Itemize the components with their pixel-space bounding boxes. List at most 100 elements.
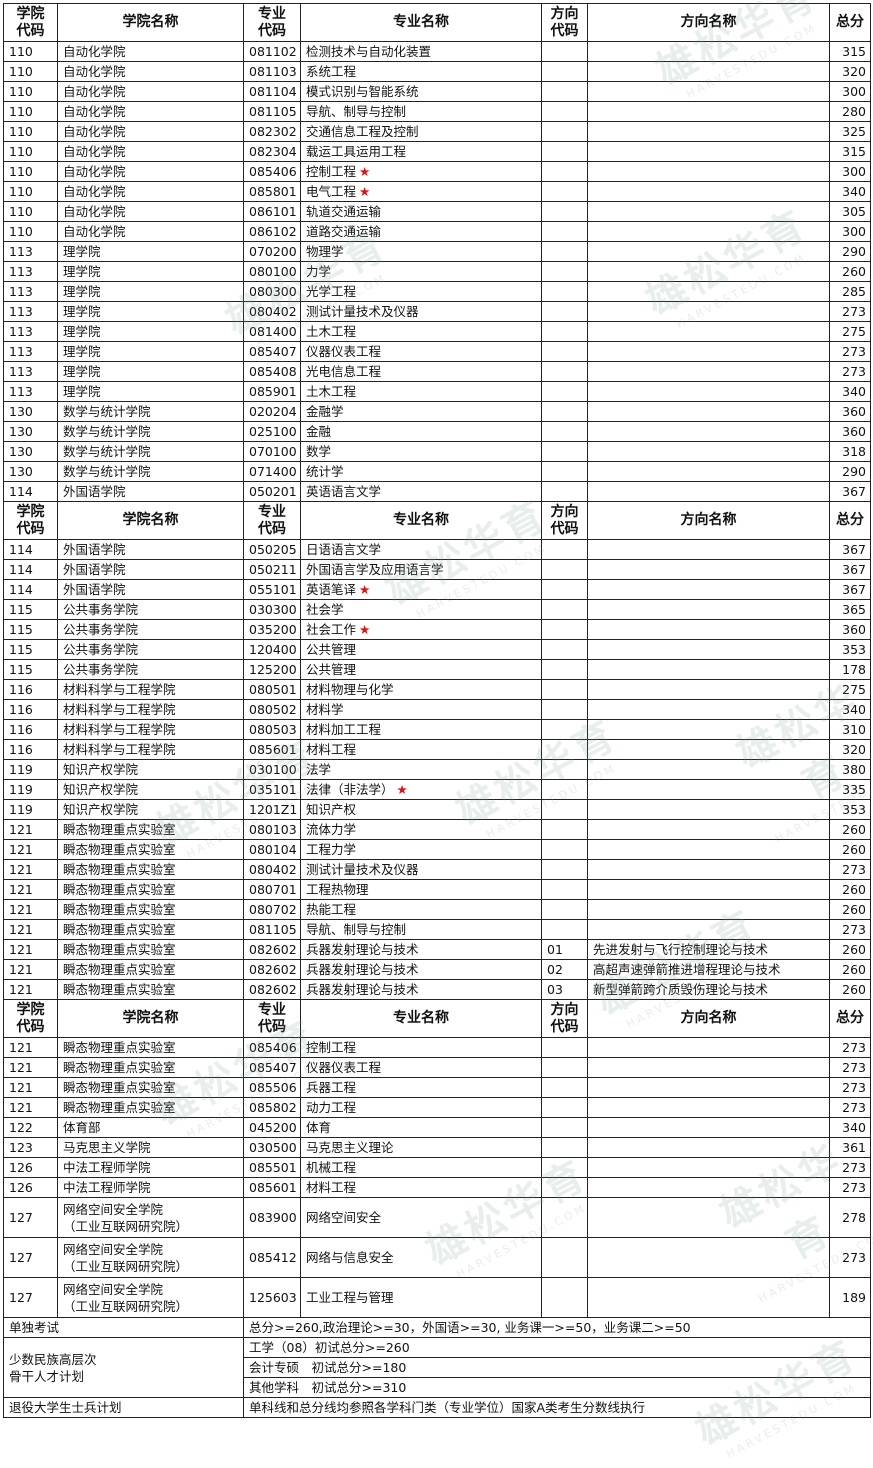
major-name: 力学 bbox=[300, 261, 542, 282]
data-row: 115 公共事务学院 030300 社会学 365 bbox=[3, 599, 871, 620]
direction-code bbox=[541, 401, 588, 422]
direction-code bbox=[541, 639, 588, 660]
note-text: 会计专硕 初试总分>=180 bbox=[243, 1357, 871, 1378]
table-wrap: 学院 代码 学院名称 专业 代码 专业名称 方向 代码 方向名称 总分 110 自动化学院 081… bbox=[3, 3, 871, 1418]
direction-code bbox=[541, 619, 588, 640]
major-name: 马克思主义理论 bbox=[300, 1137, 542, 1158]
school-code: 110 bbox=[3, 201, 58, 222]
major-name: 检测技术与自动化装置 bbox=[300, 41, 542, 62]
school-code: 114 bbox=[3, 539, 58, 560]
major-code: 080503 bbox=[243, 719, 301, 740]
data-row: 121 瞬态物理重点实验室 080402 测试计量技术及仪器 273 bbox=[3, 859, 871, 880]
score: 285 bbox=[829, 281, 871, 302]
data-row: 110 自动化学院 081102 检测技术与自动化装置 315 bbox=[3, 41, 871, 62]
score: 260 bbox=[829, 979, 871, 1000]
score: 275 bbox=[829, 679, 871, 700]
school-name: 公共事务学院 bbox=[57, 619, 244, 640]
school-name: 外国语学院 bbox=[57, 559, 244, 580]
header-row: 学院 代码 学院名称 专业 代码 专业名称 方向 代码 方向名称 总分 bbox=[3, 3, 871, 42]
score: 360 bbox=[829, 401, 871, 422]
major-name: 法学 bbox=[300, 759, 542, 780]
major-name: 英语笔译 ★ bbox=[300, 579, 542, 600]
direction-name bbox=[587, 481, 830, 502]
score: 273 bbox=[829, 1077, 871, 1098]
major-name: 物理学 bbox=[300, 241, 542, 262]
note-text: 单科线和总分线均参照各学科门类（专业学位）国家A类考生分数线执行 bbox=[243, 1397, 871, 1418]
major-code: 080402 bbox=[243, 859, 301, 880]
major-name: 模式识别与智能系统 bbox=[300, 81, 542, 102]
data-row: 110 自动化学院 085801 电气工程 ★ 340 bbox=[3, 181, 871, 202]
data-row: 119 知识产权学院 035101 法律（非法学） ★ 335 bbox=[3, 779, 871, 800]
major-name: 导航、制导与控制 bbox=[300, 919, 542, 940]
score: 273 bbox=[829, 1157, 871, 1178]
major-name: 系统工程 bbox=[300, 61, 542, 82]
direction-code bbox=[541, 919, 588, 940]
data-row: 115 公共事务学院 125200 公共管理 178 bbox=[3, 659, 871, 680]
school-code: 113 bbox=[3, 381, 58, 402]
school-name: 材料科学与工程学院 bbox=[57, 679, 244, 700]
direction-code bbox=[541, 1137, 588, 1158]
major-name: 机械工程 bbox=[300, 1157, 542, 1178]
direction-name bbox=[587, 101, 830, 122]
score: 360 bbox=[829, 421, 871, 442]
score: 310 bbox=[829, 719, 871, 740]
star-mark: ★ bbox=[359, 184, 371, 199]
direction-code bbox=[541, 859, 588, 880]
data-row: 110 自动化学院 086102 道路交通运输 300 bbox=[3, 221, 871, 242]
direction-code bbox=[541, 121, 588, 142]
direction-code bbox=[541, 819, 588, 840]
score: 273 bbox=[829, 919, 871, 940]
school-code: 115 bbox=[3, 639, 58, 660]
major-code: 020204 bbox=[243, 401, 301, 422]
school-name: 自动化学院 bbox=[57, 181, 244, 202]
note-text: 其他学科 初试总分>=310 bbox=[243, 1377, 871, 1398]
school-name: 瞬态物理重点实验室 bbox=[57, 919, 244, 940]
score: 273 bbox=[829, 859, 871, 880]
major-name: 土木工程 bbox=[300, 381, 542, 402]
school-name: 数学与统计学院 bbox=[57, 441, 244, 462]
school-name: 理学院 bbox=[57, 321, 244, 342]
direction-name bbox=[587, 261, 830, 282]
school-code: 110 bbox=[3, 181, 58, 202]
major-code: 080501 bbox=[243, 679, 301, 700]
score: 300 bbox=[829, 81, 871, 102]
direction-name bbox=[587, 859, 830, 880]
school-code: 115 bbox=[3, 619, 58, 640]
school-code: 110 bbox=[3, 61, 58, 82]
school-code: 126 bbox=[3, 1177, 58, 1198]
data-row: 121 瞬态物理重点实验室 080103 流体力学 260 bbox=[3, 819, 871, 840]
school-name: 自动化学院 bbox=[57, 201, 244, 222]
school-code: 110 bbox=[3, 81, 58, 102]
school-code: 119 bbox=[3, 759, 58, 780]
score: 335 bbox=[829, 779, 871, 800]
score: 273 bbox=[829, 1237, 871, 1278]
star-mark: ★ bbox=[359, 582, 371, 597]
school-name: 自动化学院 bbox=[57, 141, 244, 162]
major-code: 085407 bbox=[243, 1057, 301, 1078]
major-name: 网络与信息安全 bbox=[300, 1237, 542, 1278]
major-code: 082302 bbox=[243, 121, 301, 142]
school-name: 瞬态物理重点实验室 bbox=[57, 939, 244, 960]
direction-code bbox=[541, 1197, 588, 1238]
note-label: 退役大学生士兵计划 bbox=[3, 1397, 244, 1418]
note-row: 其他学科 初试总分>=310 bbox=[4, 1377, 871, 1398]
data-row: 127 网络空间安全学院 （工业互联网研究院） 125603 工业工程与管理 189 bbox=[3, 1277, 871, 1318]
direction-code bbox=[541, 101, 588, 122]
direction-code: 01 bbox=[541, 939, 588, 960]
direction-code bbox=[541, 301, 588, 322]
major-code: 082304 bbox=[243, 141, 301, 162]
school-code: 113 bbox=[3, 341, 58, 362]
direction-code bbox=[541, 1277, 588, 1318]
data-row: 121 瞬态物理重点实验室 085802 动力工程 273 bbox=[3, 1097, 871, 1118]
data-row: 121 瞬态物理重点实验室 080701 工程热物理 260 bbox=[3, 879, 871, 900]
score: 275 bbox=[829, 321, 871, 342]
school-name: 数学与统计学院 bbox=[57, 421, 244, 442]
major-name: 测试计量技术及仪器 bbox=[300, 301, 542, 322]
school-code: 110 bbox=[3, 101, 58, 122]
score: 260 bbox=[829, 959, 871, 980]
score: 260 bbox=[829, 939, 871, 960]
data-row: 121 瞬态物理重点实验室 081105 导航、制导与控制 273 bbox=[3, 919, 871, 940]
header-cell: 专业名称 bbox=[300, 501, 542, 540]
score-table: 学院 代码 学院名称 专业 代码 专业名称 方向 代码 方向名称 总分 110 自动化学院 081… bbox=[3, 3, 871, 1418]
direction-name bbox=[587, 61, 830, 82]
